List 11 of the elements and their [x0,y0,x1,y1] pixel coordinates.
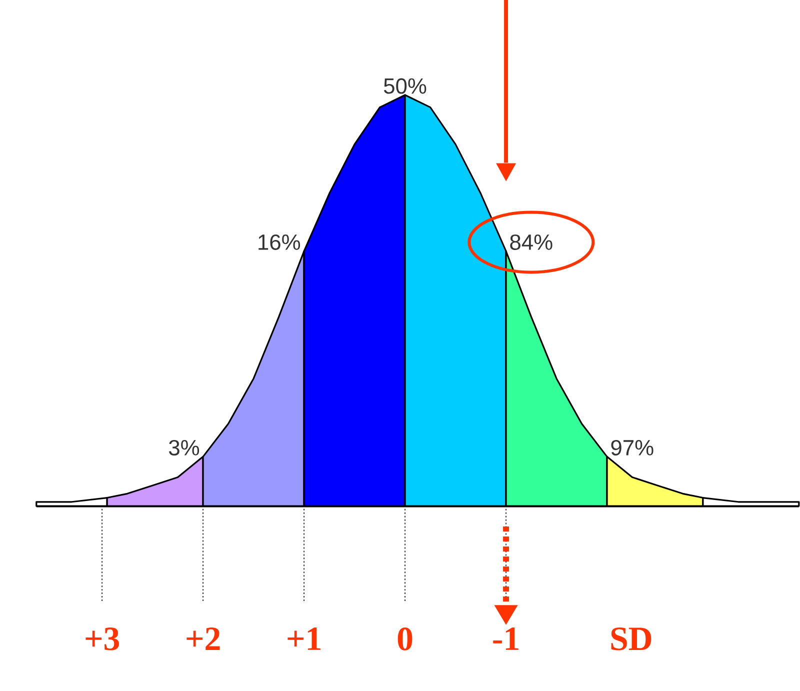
x-tick-label: +3 [86,628,120,650]
annotation: 50% [384,78,426,94]
x-tick-label: 0 [398,628,412,650]
annotation: 97% [611,440,654,456]
annotation: 16% [258,234,300,250]
annotation: 3% [168,440,200,456]
x-axis-title: SD [611,628,652,650]
annotation: 84% [510,234,552,250]
x-tick-label: +2 [186,628,220,650]
x-tick-label: +1 [288,628,320,650]
x-tick-label: -1 [493,628,518,650]
